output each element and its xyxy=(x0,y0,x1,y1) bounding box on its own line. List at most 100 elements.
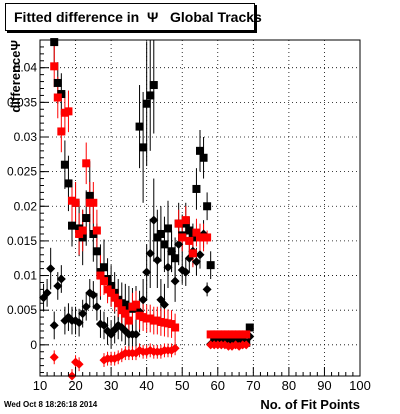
data-point-square xyxy=(114,299,123,308)
timestamp-footer: Wed Oct 8 18:26:18 2014 xyxy=(4,400,98,409)
data-point-square xyxy=(203,233,212,242)
data-point-square xyxy=(64,179,73,188)
data-point-diamond xyxy=(56,274,66,284)
y-axis-label: differenceΨ xyxy=(8,40,23,113)
data-point-square xyxy=(196,146,204,155)
data-point-square xyxy=(82,159,91,168)
data-point-square xyxy=(174,219,183,228)
x-tick-label: 40 xyxy=(139,378,153,393)
data-point-diamond xyxy=(241,340,251,350)
data-point-square xyxy=(242,330,251,339)
data-point-square xyxy=(96,271,105,280)
data-point-diamond xyxy=(145,248,155,258)
data-point-diamond xyxy=(142,267,152,277)
x-tick-label: 70 xyxy=(246,378,260,393)
data-point-diamond xyxy=(152,255,162,265)
data-point-square xyxy=(160,240,169,249)
data-point-square xyxy=(53,93,62,102)
data-point-square xyxy=(178,233,187,242)
data-point-diamond xyxy=(78,309,88,319)
data-point-square xyxy=(68,221,76,230)
data-point-square xyxy=(139,143,148,152)
chart-title: Fitted difference in Ψ Global Tracks xyxy=(5,3,262,31)
y-tick-label: 0.025 xyxy=(7,165,37,179)
data-point-diamond xyxy=(74,318,84,328)
y-tick-label: 0.03 xyxy=(14,130,38,144)
data-point-square xyxy=(100,277,108,286)
data-point-square xyxy=(100,263,108,272)
data-point-diamond xyxy=(92,302,102,312)
data-point-diamond xyxy=(174,239,184,249)
data-point-diamond xyxy=(49,352,59,362)
data-point-square xyxy=(71,198,80,207)
data-point-diamond xyxy=(88,290,98,300)
data-point-square xyxy=(50,38,59,47)
data-point-square xyxy=(245,323,254,332)
data-point-square xyxy=(85,191,94,200)
data-point-diamond xyxy=(159,300,169,310)
data-point-square xyxy=(64,107,73,116)
data-point-square xyxy=(149,81,158,90)
data-point-square xyxy=(146,91,155,100)
data-point-square xyxy=(57,127,66,136)
data-point-square xyxy=(50,62,59,71)
data-point-diamond xyxy=(149,215,159,225)
data-point-diamond xyxy=(74,359,84,369)
data-point-diamond xyxy=(202,284,212,294)
y-tick-label: 0.035 xyxy=(7,95,37,109)
data-point-square xyxy=(142,99,151,108)
y-tick-label: 0.02 xyxy=(14,199,38,213)
data-point-square xyxy=(164,224,172,233)
y-tick-label: 0.015 xyxy=(7,234,37,248)
data-point-square xyxy=(92,247,101,256)
x-tick-label: 10 xyxy=(33,378,47,393)
data-point-square xyxy=(92,226,101,235)
data-point-diamond xyxy=(170,276,180,286)
y-tick-label: 0.005 xyxy=(7,303,37,317)
x-tick-label: 30 xyxy=(104,378,118,393)
data-point-square xyxy=(78,226,87,235)
data-point-square xyxy=(181,216,190,225)
data-point-square xyxy=(60,160,69,169)
x-tick-label: 50 xyxy=(175,378,189,393)
x-tick-label: 20 xyxy=(68,378,82,393)
y-tick-label: 0.04 xyxy=(14,61,38,75)
data-point-diamond xyxy=(131,329,141,339)
data-point-square xyxy=(185,226,194,235)
data-point-square xyxy=(171,254,180,263)
tick-labels: 10 20 30 40 50 60 70 80 90 100 0 0.005 0.01 0.015 0.02… xyxy=(7,61,371,393)
data-point-diamond xyxy=(191,257,201,267)
data-point-square xyxy=(89,198,98,207)
data-point-square xyxy=(171,323,180,332)
x-tick-label: 60 xyxy=(211,378,225,393)
data-point-square xyxy=(121,309,130,318)
x-tick-label: 100 xyxy=(349,378,371,393)
data-point-square xyxy=(156,229,165,238)
axis-ticks xyxy=(39,46,361,376)
data-point-square xyxy=(135,122,144,131)
x-tick-label: 80 xyxy=(282,378,296,393)
data-point-square xyxy=(192,184,201,193)
data-point-diamond xyxy=(170,343,180,353)
data-point-square xyxy=(206,261,215,270)
data-point-square xyxy=(82,214,91,223)
data-point-diamond xyxy=(49,320,59,330)
data-point-diamond xyxy=(138,295,148,305)
data-point-square xyxy=(203,202,212,211)
data-point-square xyxy=(199,153,208,162)
data-point-square xyxy=(185,236,194,245)
data-point-square xyxy=(192,228,201,237)
data-point-square xyxy=(110,293,119,302)
data-point-diamond xyxy=(46,264,56,274)
data-point-diamond xyxy=(99,320,109,330)
data-markers xyxy=(39,38,255,381)
x-axis-label: No. of Fit Points xyxy=(260,397,360,412)
data-point-diamond xyxy=(163,262,173,272)
data-point-diamond xyxy=(81,302,91,312)
data-point-diamond xyxy=(42,288,52,298)
data-point-square xyxy=(188,249,197,258)
data-point-diamond xyxy=(181,267,191,277)
data-point-square xyxy=(53,78,62,87)
data-point-square xyxy=(132,300,140,309)
